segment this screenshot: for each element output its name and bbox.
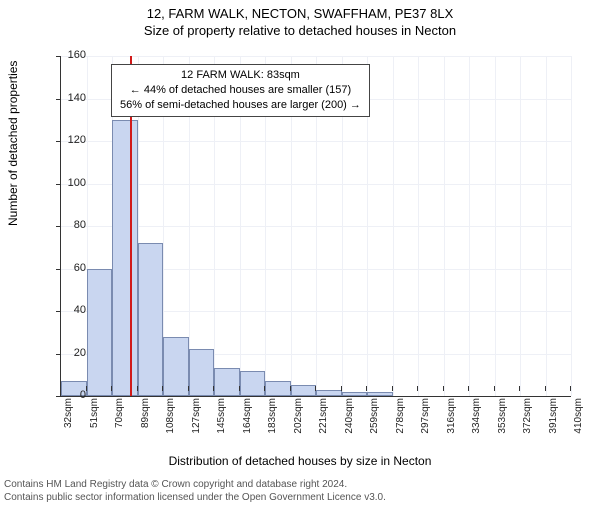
plot-area: 12 FARM WALK: 83sqm ← 44% of detached ho… — [60, 56, 571, 397]
xtick-mark — [519, 386, 520, 391]
xtick-label: 127sqm — [191, 398, 202, 446]
xtick-label: 278sqm — [395, 398, 406, 446]
ytick-label: 160 — [46, 49, 86, 61]
xtick-mark — [570, 386, 571, 391]
xtick-label: 51sqm — [89, 398, 100, 446]
xtick-mark — [137, 386, 138, 391]
xtick-mark — [264, 386, 265, 391]
xtick-label: 410sqm — [573, 398, 584, 446]
xtick-mark — [315, 386, 316, 391]
xtick-label: 259sqm — [369, 398, 380, 446]
xtick-label: 372sqm — [522, 398, 533, 446]
histogram-bar — [367, 392, 393, 396]
histogram-bar — [265, 381, 291, 396]
xtick-mark — [290, 386, 291, 391]
xtick-label: 240sqm — [344, 398, 355, 446]
y-axis-label: Number of detached properties — [6, 61, 20, 226]
xtick-mark — [188, 386, 189, 391]
xtick-mark — [545, 386, 546, 391]
histogram-bar — [291, 385, 317, 396]
gridline-v — [520, 56, 521, 396]
xtick-label: 353sqm — [497, 398, 508, 446]
gridline-v — [393, 56, 394, 396]
gridline-v — [444, 56, 445, 396]
histogram-bar — [189, 349, 215, 396]
ytick-label: 60 — [46, 262, 86, 274]
footer-line1: Contains HM Land Registry data © Crown c… — [4, 479, 596, 492]
xtick-mark — [443, 386, 444, 391]
xtick-mark — [213, 386, 214, 391]
ytick-label: 100 — [46, 177, 86, 189]
ytick-label: 80 — [46, 219, 86, 231]
xtick-mark — [162, 386, 163, 391]
gridline-v — [571, 56, 572, 396]
xtick-mark — [111, 386, 112, 391]
attribution-footer: Contains HM Land Registry data © Crown c… — [4, 479, 596, 504]
callout-line2: ← 44% of detached houses are smaller (15… — [120, 83, 361, 98]
xtick-label: 202sqm — [293, 398, 304, 446]
chart-container: Number of detached properties 12 FARM WA… — [0, 46, 600, 466]
gridline-v — [418, 56, 419, 396]
xtick-label: 297sqm — [420, 398, 431, 446]
xtick-mark — [239, 386, 240, 391]
xtick-label: 89sqm — [140, 398, 151, 446]
xtick-mark — [366, 386, 367, 391]
callout-line1: 12 FARM WALK: 83sqm — [120, 68, 361, 83]
xtick-mark — [392, 386, 393, 391]
xtick-label: 391sqm — [548, 398, 559, 446]
xtick-label: 32sqm — [63, 398, 74, 446]
histogram-bar — [87, 269, 113, 397]
histogram-bar — [163, 337, 189, 397]
histogram-bar — [316, 390, 342, 396]
ytick-label: 20 — [46, 347, 86, 359]
xtick-label: 70sqm — [114, 398, 125, 446]
page-subtitle: Size of property relative to detached ho… — [0, 23, 600, 38]
footer-line2: Contains public sector information licen… — [4, 492, 596, 505]
xtick-label: 164sqm — [242, 398, 253, 446]
ytick-label: 120 — [46, 134, 86, 146]
xtick-mark — [417, 386, 418, 391]
xtick-label: 108sqm — [165, 398, 176, 446]
gridline-v — [469, 56, 470, 396]
xtick-mark — [494, 386, 495, 391]
histogram-bar — [240, 371, 266, 397]
xtick-label: 316sqm — [446, 398, 457, 446]
xtick-label: 183sqm — [267, 398, 278, 446]
gridline-v — [495, 56, 496, 396]
xtick-mark — [60, 386, 61, 391]
xtick-mark — [468, 386, 469, 391]
callout-line3: 56% of semi-detached houses are larger (… — [120, 98, 361, 113]
gridline-v — [546, 56, 547, 396]
ytick-label: 140 — [46, 92, 86, 104]
histogram-bar — [138, 243, 164, 396]
xtick-mark — [86, 386, 87, 391]
callout-box: 12 FARM WALK: 83sqm ← 44% of detached ho… — [111, 64, 370, 117]
x-axis-label: Distribution of detached houses by size … — [0, 454, 600, 468]
xtick-label: 221sqm — [318, 398, 329, 446]
histogram-bar — [214, 368, 240, 396]
page-title-address: 12, FARM WALK, NECTON, SWAFFHAM, PE37 8L… — [0, 6, 600, 21]
histogram-bar — [112, 120, 138, 396]
ytick-label: 40 — [46, 304, 86, 316]
xtick-label: 334sqm — [471, 398, 482, 446]
xtick-label: 145sqm — [216, 398, 227, 446]
xtick-mark — [341, 386, 342, 391]
histogram-bar — [342, 392, 368, 396]
